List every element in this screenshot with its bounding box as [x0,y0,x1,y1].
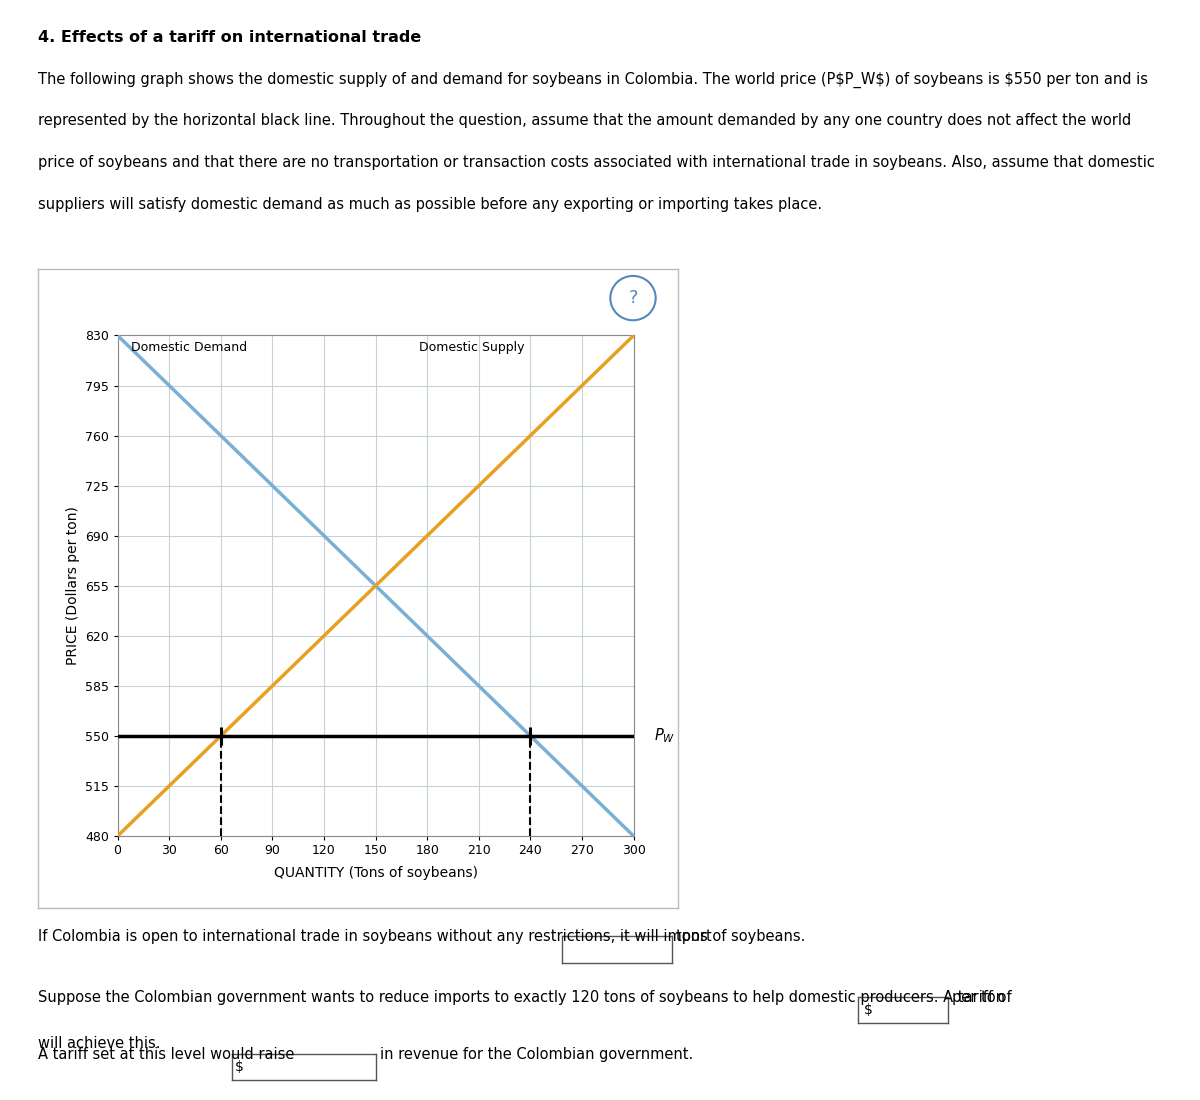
Text: ?: ? [629,289,637,307]
Text: A tariff set at this level would raise: A tariff set at this level would raise [38,1047,295,1063]
Text: 4. Effects of a tariff on international trade: 4. Effects of a tariff on international … [38,30,421,45]
Text: Domestic Demand: Domestic Demand [131,341,247,354]
Text: The following graph shows the domestic supply of and demand for soybeans in Colo: The following graph shows the domestic s… [38,72,1148,88]
Text: per ton: per ton [952,990,1004,1005]
Text: Suppose the Colombian government wants to reduce imports to exactly 120 tons of : Suppose the Colombian government wants t… [38,990,1012,1005]
Text: $: $ [235,1060,244,1074]
Text: represented by the horizontal black line. Throughout the question, assume that t: represented by the horizontal black line… [38,113,1132,129]
Text: $: $ [864,1003,872,1016]
Text: price of soybeans and that there are no transportation or transaction costs asso: price of soybeans and that there are no … [38,155,1156,170]
Text: suppliers will satisfy domestic demand as much as possible before any exporting : suppliers will satisfy domestic demand a… [38,197,822,212]
Text: Domestic Supply: Domestic Supply [419,341,524,354]
Text: tons of soybeans.: tons of soybeans. [676,930,805,945]
Text: If Colombia is open to international trade in soybeans without any restrictions,: If Colombia is open to international tra… [38,930,712,945]
Text: will achieve this.: will achieve this. [38,1036,161,1052]
Y-axis label: PRICE (Dollars per ton): PRICE (Dollars per ton) [66,506,79,666]
Text: $P_W$: $P_W$ [654,726,676,746]
Text: in revenue for the Colombian government.: in revenue for the Colombian government. [380,1047,694,1063]
X-axis label: QUANTITY (Tons of soybeans): QUANTITY (Tons of soybeans) [274,866,478,880]
